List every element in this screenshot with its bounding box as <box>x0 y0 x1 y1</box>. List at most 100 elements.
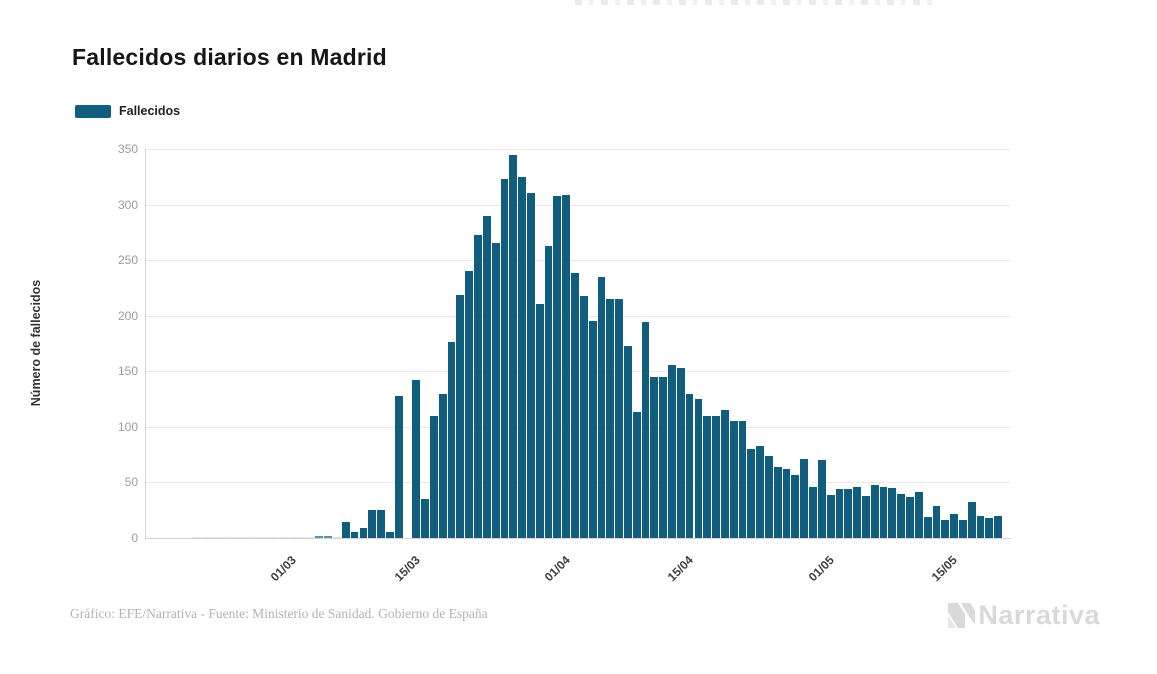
bar-22/05[interactable] <box>994 515 1003 538</box>
bar-26/02[interactable] <box>236 536 244 538</box>
bar-17/03[interactable] <box>412 380 421 538</box>
bar-13/04[interactable] <box>650 376 659 538</box>
bar-21/04[interactable] <box>720 410 729 538</box>
bar-20/04[interactable] <box>712 415 720 538</box>
bar-11/05[interactable] <box>897 493 906 538</box>
bar-18/04[interactable] <box>694 399 703 538</box>
bar-13/05[interactable] <box>914 492 923 538</box>
bar-28/02[interactable] <box>253 536 262 538</box>
bar-25/02[interactable] <box>227 536 236 538</box>
bar-14/03[interactable] <box>385 532 394 538</box>
bar-09/04[interactable] <box>615 299 623 538</box>
bar-21/02[interactable] <box>192 536 200 538</box>
bar-08/05[interactable] <box>870 484 879 538</box>
bar-10/03[interactable] <box>350 532 359 538</box>
bar-07/03[interactable] <box>324 535 333 538</box>
bar-25/04[interactable] <box>756 445 765 538</box>
bar-23/02[interactable] <box>209 536 218 538</box>
bar-10/05[interactable] <box>888 488 897 538</box>
bar-20/05[interactable] <box>976 515 985 538</box>
bar-26/04[interactable] <box>765 455 773 538</box>
bar-30/04[interactable] <box>800 459 809 538</box>
bar-05/03[interactable] <box>306 536 315 538</box>
y-tick-label: 200 <box>117 308 138 323</box>
bar-16/04[interactable] <box>676 367 685 538</box>
bar-06/04[interactable] <box>588 321 597 538</box>
bar-19/05[interactable] <box>967 502 976 538</box>
bar-06/03[interactable] <box>315 535 324 538</box>
bar-12/03[interactable] <box>368 510 377 538</box>
bar-01/04[interactable] <box>544 245 553 538</box>
bar-11/03[interactable] <box>359 528 368 538</box>
bar-17/04[interactable] <box>685 393 694 538</box>
bar-15/03[interactable] <box>394 395 403 538</box>
x-tick-label-01-03: 01/03 <box>267 553 300 585</box>
bar-07/05[interactable] <box>862 495 870 538</box>
bar-23/03[interactable] <box>465 271 474 538</box>
bar-21/05[interactable] <box>985 518 994 538</box>
bar-22/03[interactable] <box>456 294 465 538</box>
bar-03/03[interactable] <box>288 536 297 538</box>
bar-24/03[interactable] <box>474 234 482 538</box>
bar-22/02[interactable] <box>200 536 209 538</box>
legend-label: Fallecidos <box>119 104 181 118</box>
bar-03/05[interactable] <box>826 494 835 538</box>
bar-05/04[interactable] <box>579 295 588 538</box>
bar-28/03[interactable] <box>509 154 518 538</box>
bar-25/03[interactable] <box>482 215 491 538</box>
bar-01/03[interactable] <box>271 536 280 538</box>
bar-02/04[interactable] <box>553 195 562 538</box>
bar-07/04[interactable] <box>597 276 606 538</box>
bar-18/05[interactable] <box>958 520 967 538</box>
bar-11/04[interactable] <box>632 412 641 538</box>
x-tick-label-01-04: 01/04 <box>541 553 573 585</box>
bar-19/04[interactable] <box>703 415 712 538</box>
bar-14/04[interactable] <box>659 376 668 538</box>
bar-17/05[interactable] <box>950 513 958 538</box>
bar-23/04[interactable] <box>738 421 747 538</box>
bar-28/04[interactable] <box>782 469 791 538</box>
bar-22/04[interactable] <box>729 421 738 538</box>
bar-12/04[interactable] <box>641 322 650 538</box>
bar-24/02[interactable] <box>218 536 227 538</box>
bar-15/04[interactable] <box>668 364 676 538</box>
bar-04/03[interactable] <box>297 536 306 538</box>
bar-14/05[interactable] <box>923 516 932 538</box>
bar-16/05[interactable] <box>941 520 950 538</box>
bar-30/03[interactable] <box>527 193 535 538</box>
y-tick-label: 0 <box>131 531 138 545</box>
bar-12/05[interactable] <box>906 496 914 538</box>
bar-19/03[interactable] <box>430 415 438 538</box>
bar-10/04[interactable] <box>623 345 632 538</box>
y-tick-label: 250 <box>117 253 138 268</box>
bar-01/05[interactable] <box>809 486 817 538</box>
bar-20/03[interactable] <box>438 393 447 538</box>
source-credit: Gráfico: EFE/Narrativa - Fuente: Ministe… <box>70 606 488 621</box>
bar-31/03[interactable] <box>535 303 544 538</box>
bar-13/03[interactable] <box>377 510 385 538</box>
bar-02/05[interactable] <box>817 460 826 538</box>
bar-02/03[interactable] <box>280 536 288 538</box>
bar-29/03[interactable] <box>518 176 526 538</box>
legend[interactable]: Fallecidos <box>75 104 180 118</box>
bar-09/05[interactable] <box>879 486 888 538</box>
bar-27/04[interactable] <box>773 466 782 538</box>
bar-18/03[interactable] <box>421 499 429 538</box>
bar-26/03[interactable] <box>491 243 500 538</box>
bar-27/02[interactable] <box>244 536 253 538</box>
bar-24/04[interactable] <box>747 449 756 538</box>
bar-15/05[interactable] <box>932 505 941 538</box>
y-tick-label: 300 <box>117 197 138 212</box>
bar-21/03[interactable] <box>447 342 456 538</box>
bar-05/05[interactable] <box>844 489 853 538</box>
bar-29/04[interactable] <box>791 474 800 538</box>
bar-06/05[interactable] <box>853 486 861 538</box>
bar-27/03[interactable] <box>500 179 509 538</box>
bar-29/02[interactable] <box>262 536 271 538</box>
bar-08/03[interactable] <box>333 536 341 538</box>
bar-03/04[interactable] <box>562 194 571 538</box>
bar-09/03[interactable] <box>341 522 350 538</box>
bar-04/05[interactable] <box>835 489 844 538</box>
bar-04/04[interactable] <box>571 273 579 538</box>
bar-08/04[interactable] <box>606 299 615 538</box>
